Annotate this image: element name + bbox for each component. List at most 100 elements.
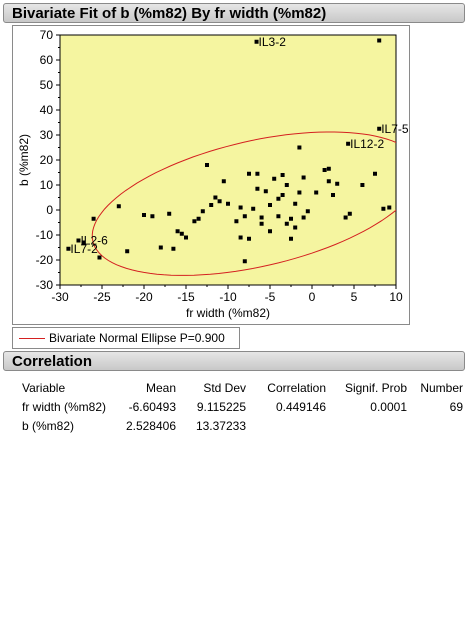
data-point	[343, 215, 348, 220]
y-tick-label: 10	[40, 178, 54, 192]
disclosure-icon[interactable]	[6, 3, 10, 23]
data-point	[293, 225, 298, 230]
correlation-section-header[interactable]: Correlation	[3, 351, 465, 371]
col-header-std-dev: Std Dev	[203, 380, 246, 395]
col-header-number: Number	[420, 380, 463, 395]
data-point	[301, 215, 306, 220]
legend-ellipse-line-icon	[19, 337, 45, 339]
legend: Bivariate Normal Ellipse P=0.900	[12, 327, 240, 349]
disclosure-icon[interactable]	[6, 351, 10, 371]
y-tick-label: -30	[36, 278, 54, 292]
data-point	[268, 229, 272, 234]
data-point	[276, 214, 281, 219]
cell-number	[407, 416, 463, 435]
x-tick-label: 10	[389, 290, 403, 304]
bivariate-section-header[interactable]: Bivariate Fit of b (%m82) By fr width (%…	[3, 3, 465, 23]
data-point	[66, 246, 71, 251]
col-header-signif-prob: Signif. Prob	[344, 380, 407, 395]
x-tick-label: -25	[93, 290, 111, 304]
x-tick-label: 0	[309, 290, 316, 304]
data-point	[326, 166, 331, 171]
data-point	[179, 231, 184, 236]
data-point	[254, 39, 259, 44]
data-point	[247, 171, 251, 176]
data-point	[268, 203, 272, 207]
data-point	[297, 190, 302, 195]
data-point	[263, 189, 268, 194]
data-point	[293, 201, 298, 206]
point-label: IL7-5	[381, 122, 409, 136]
data-point	[280, 173, 285, 177]
legend-label: Bivariate Normal Ellipse P=0.900	[49, 331, 225, 345]
x-tick-label: -15	[177, 290, 195, 304]
y-tick-label: -10	[36, 228, 54, 242]
data-point	[272, 176, 277, 181]
data-point	[142, 213, 146, 217]
data-point	[255, 171, 260, 176]
point-label: IL7-2	[70, 242, 98, 256]
data-point	[192, 219, 197, 224]
data-point	[377, 38, 382, 43]
ellipse-line	[91, 131, 396, 276]
point-label: IL2-6	[80, 234, 108, 248]
data-point	[238, 205, 243, 210]
data-point	[259, 221, 264, 226]
table-row: b (%m82) 2.528406 13.37233	[22, 416, 463, 435]
data-point	[167, 211, 172, 216]
cell-variable: fr width (%m82)	[22, 399, 107, 414]
data-point	[242, 259, 247, 264]
x-tick-label: -30	[51, 290, 69, 304]
y-tick-label: 50	[40, 78, 54, 92]
data-point	[276, 196, 281, 201]
data-point	[322, 168, 327, 172]
data-point	[242, 214, 247, 219]
data-point	[116, 204, 121, 209]
data-point	[238, 235, 243, 240]
correlation-table: Variable Mean Std Dev Correlation Signif…	[22, 378, 463, 435]
data-point	[280, 193, 285, 197]
cell-correlation	[246, 416, 326, 435]
data-point	[387, 205, 392, 210]
data-point	[226, 201, 230, 206]
data-point	[247, 236, 251, 241]
data-point	[184, 235, 188, 240]
report-title: Bivariate Fit of b (%m82) By fr width (%…	[12, 4, 327, 22]
table-row: fr width (%m82) -6.60493 9.115225 0.4491…	[22, 397, 463, 416]
data-point	[221, 179, 226, 184]
x-axis-label: fr width (%m82)	[186, 306, 270, 320]
data-point	[346, 141, 351, 146]
point-label: IL12-2	[350, 137, 384, 151]
y-tick-label: 70	[40, 28, 54, 42]
data-point	[76, 238, 81, 243]
col-header-correlation: Correlation	[267, 380, 326, 395]
y-tick-label: -20	[36, 253, 54, 267]
cell-variable: b (%m82)	[22, 418, 75, 433]
data-point	[331, 193, 335, 197]
col-header-mean: Mean	[145, 380, 176, 395]
data-point	[205, 163, 209, 167]
cell-mean: 2.528406	[125, 418, 176, 433]
cell-signif-prob: 0.0001	[370, 399, 407, 414]
y-tick-label: 0	[46, 203, 53, 217]
table-header-row: Variable Mean Std Dev Correlation Signif…	[22, 378, 463, 397]
cell-correlation: 0.449146	[275, 399, 326, 414]
data-point	[251, 206, 256, 211]
data-point	[284, 183, 289, 187]
data-point	[335, 181, 340, 186]
data-point	[200, 209, 205, 214]
plot-area	[59, 34, 397, 286]
correlation-title: Correlation	[12, 352, 93, 370]
data-point	[289, 236, 293, 241]
data-point	[360, 183, 365, 187]
data-point	[314, 190, 319, 195]
point-label: IL3-2	[259, 35, 287, 49]
cell-std-dev: 13.37233	[195, 418, 246, 433]
data-point	[217, 199, 222, 204]
data-point	[259, 215, 264, 220]
data-point	[213, 195, 218, 200]
data-point	[301, 175, 306, 180]
data-point	[284, 221, 289, 226]
cell-mean: -6.60493	[128, 399, 176, 414]
data-point	[326, 179, 331, 184]
